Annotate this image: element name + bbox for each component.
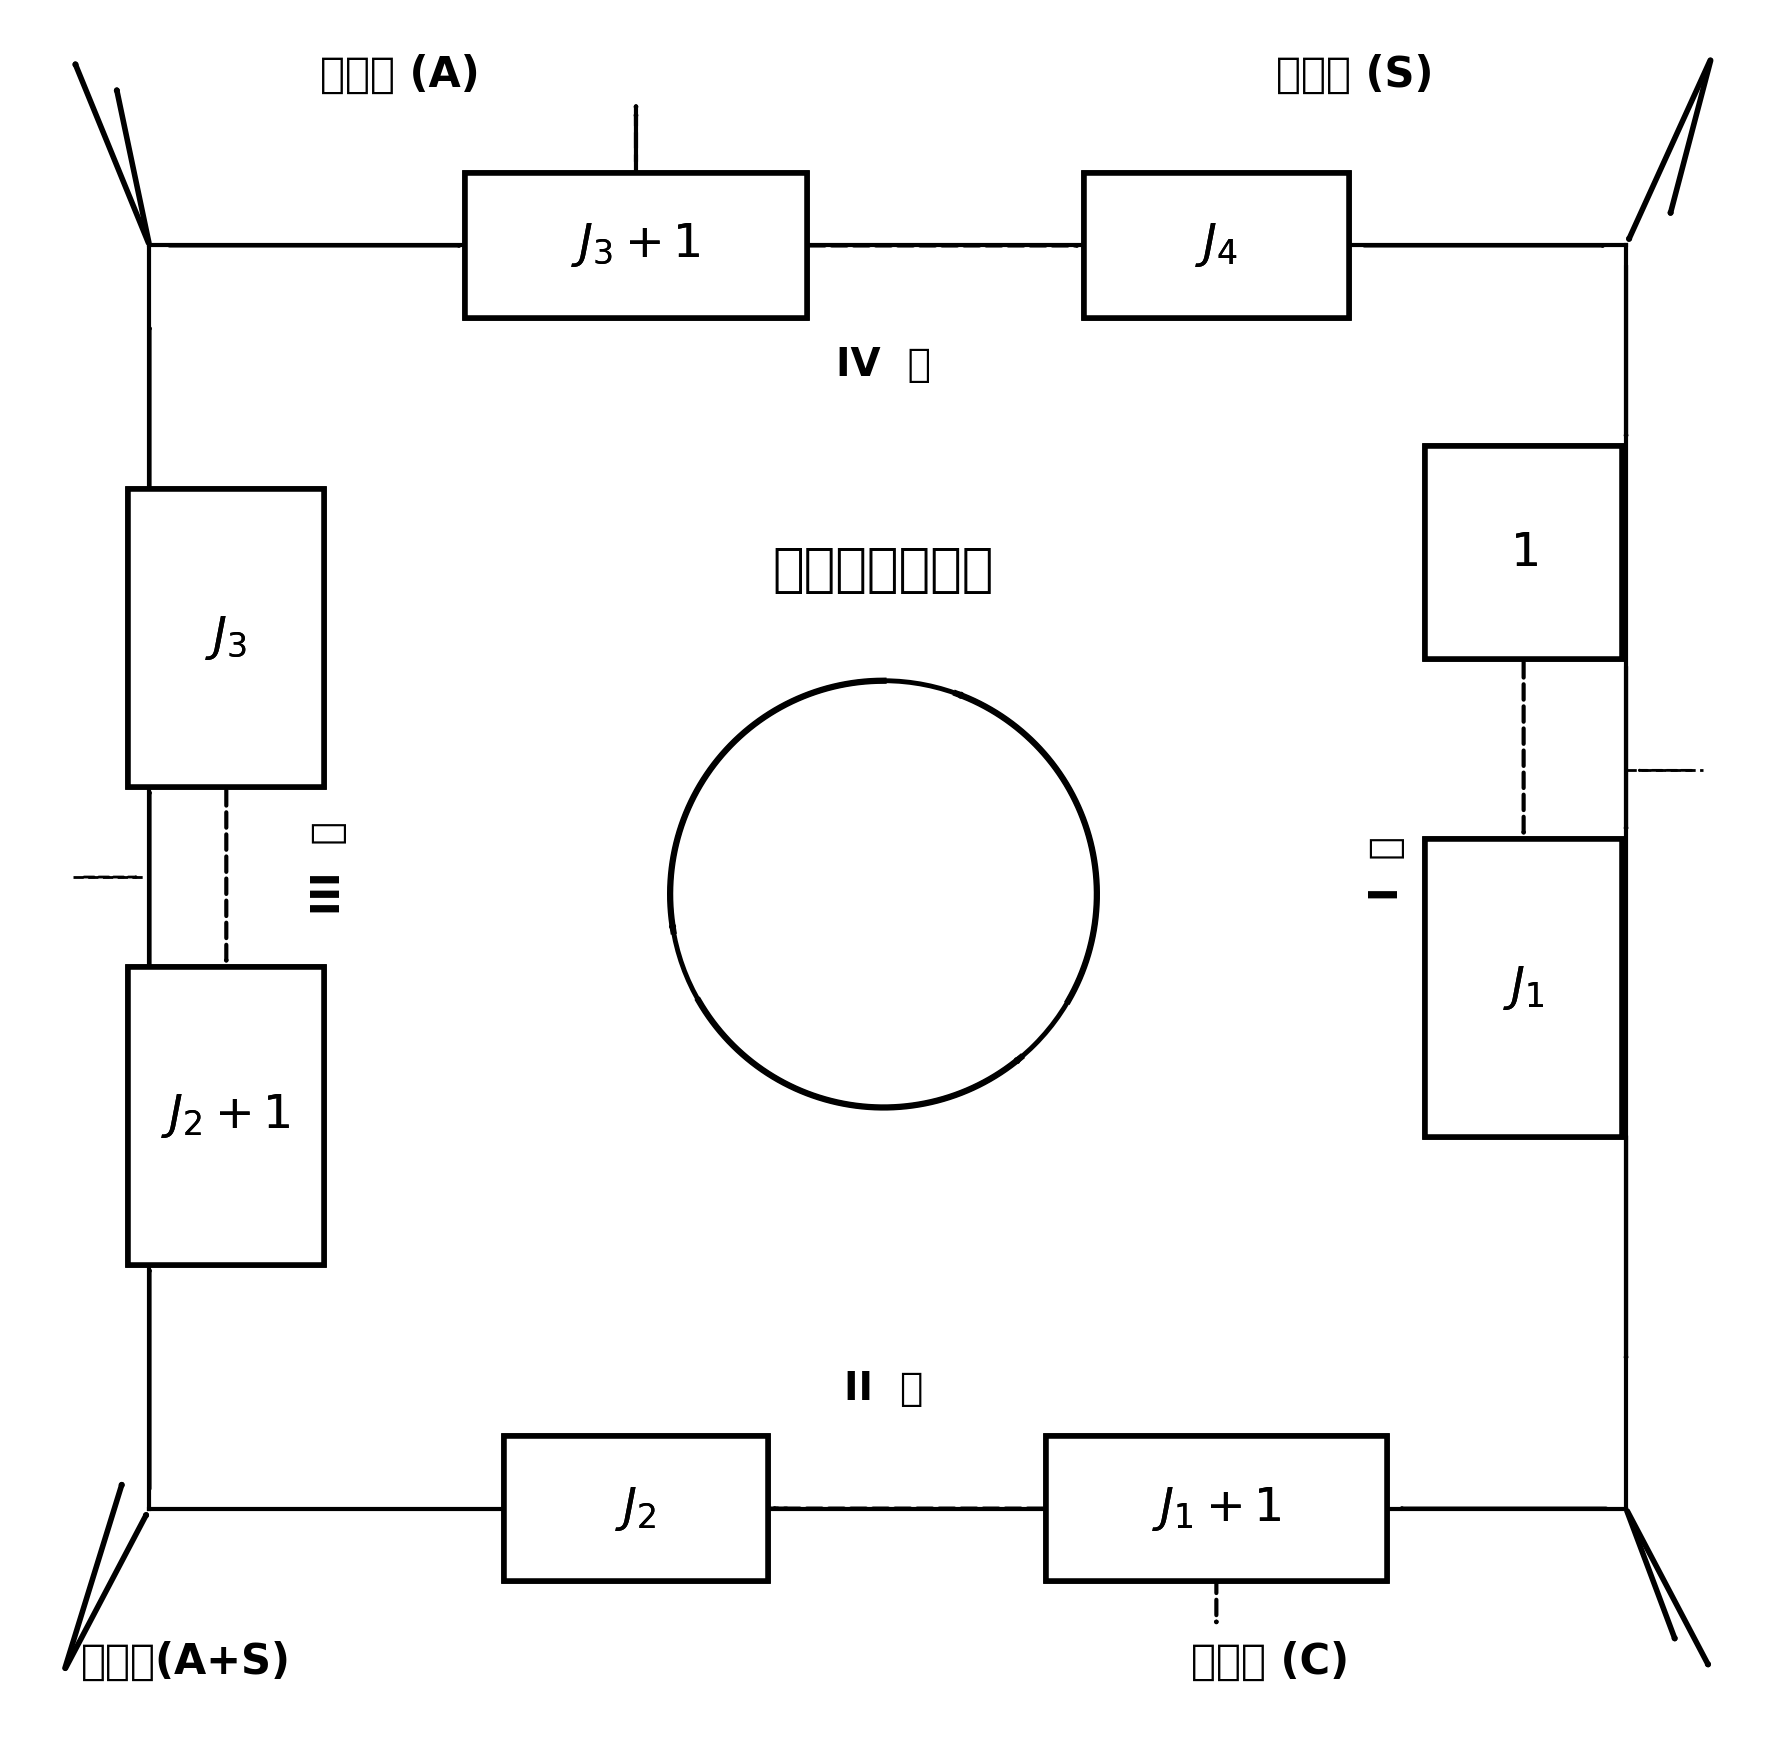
Text: 萌余口 (A): 萌余口 (A) — [320, 54, 481, 96]
Text: $J_4$: $J_4$ — [1194, 221, 1239, 269]
Text: $J_1+1$: $J_1+1$ — [1152, 1485, 1281, 1532]
Text: IV  区: IV 区 — [836, 346, 931, 384]
Text: $J_1$: $J_1$ — [1504, 964, 1544, 1013]
FancyBboxPatch shape — [1046, 1436, 1387, 1581]
Text: II  区: II 区 — [845, 1370, 922, 1409]
FancyBboxPatch shape — [504, 1436, 769, 1581]
Text: $J_4$: $J_4$ — [1194, 221, 1239, 269]
Text: 萌取口 (C): 萌取口 (C) — [1191, 1641, 1348, 1683]
FancyBboxPatch shape — [129, 488, 325, 787]
FancyBboxPatch shape — [1426, 839, 1622, 1138]
Text: $J_3$: $J_3$ — [205, 615, 247, 662]
FancyBboxPatch shape — [129, 488, 325, 787]
FancyBboxPatch shape — [465, 174, 808, 318]
Text: $J_2+1$: $J_2+1$ — [161, 1093, 292, 1139]
Text: 进料口(A+S): 进料口(A+S) — [81, 1641, 292, 1683]
FancyBboxPatch shape — [1085, 174, 1348, 318]
Text: $J_2$: $J_2$ — [615, 1485, 657, 1532]
FancyBboxPatch shape — [129, 968, 325, 1265]
FancyBboxPatch shape — [465, 174, 808, 318]
Text: I  区: I 区 — [1368, 835, 1407, 902]
FancyBboxPatch shape — [504, 1436, 769, 1581]
Text: $J_2+1$: $J_2+1$ — [161, 1093, 292, 1139]
FancyBboxPatch shape — [1426, 446, 1622, 660]
Text: $J_2$: $J_2$ — [615, 1485, 657, 1532]
FancyBboxPatch shape — [1085, 174, 1348, 318]
Text: $J_3+1$: $J_3+1$ — [571, 221, 701, 269]
Text: $J_1+1$: $J_1+1$ — [1152, 1485, 1281, 1532]
Text: $1$: $1$ — [1509, 530, 1537, 575]
Text: $J_1$: $J_1$ — [1504, 964, 1544, 1013]
FancyBboxPatch shape — [129, 968, 325, 1265]
Text: 洗脱口 (S): 洗脱口 (S) — [1276, 54, 1433, 96]
Text: $J_3+1$: $J_3+1$ — [571, 221, 701, 269]
FancyBboxPatch shape — [1426, 446, 1622, 660]
FancyBboxPatch shape — [1046, 1436, 1387, 1581]
Text: III  区: III 区 — [309, 822, 348, 915]
FancyBboxPatch shape — [1426, 839, 1622, 1138]
Text: 进出口切换方向: 进出口切换方向 — [772, 544, 995, 596]
Text: $1$: $1$ — [1509, 530, 1537, 575]
Text: $J_3$: $J_3$ — [205, 615, 247, 662]
